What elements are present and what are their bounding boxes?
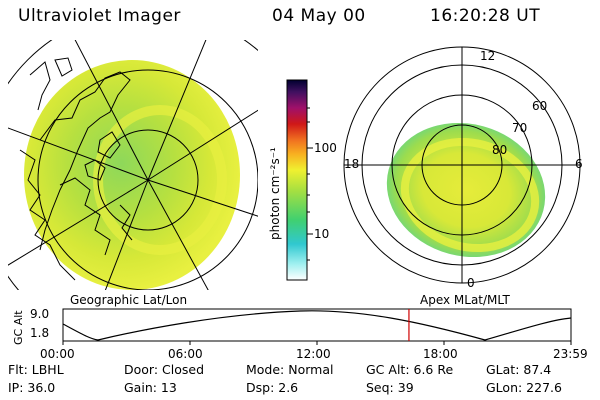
mlat-label-70: 70 [512,121,527,135]
mlat-label-60: 60 [532,99,547,113]
color-bar: 100 10 photon cm⁻²s⁻¹ [268,79,337,281]
colorbar-units-label: photon cm⁻²s⁻¹ [268,147,282,240]
glat-info: GLat: 87.4 [486,362,552,377]
image-time: 16:20:28 UT [430,6,541,26]
mlt-label-12: 12 [480,49,495,63]
timeline-xtick-0000: 00:00 [40,347,75,361]
colorbar-tick-100: 100 [314,141,337,155]
filter-info: Flt: LBHL [8,362,64,377]
seq-info: Seq: 39 [366,380,414,395]
geographic-map [8,40,258,290]
timeline-xtick-2359: 23:59 [553,347,588,361]
timeline-xtick-1200: 12:00 [296,347,331,361]
magnetic-polar-map: 12 18 6 0 60 70 80 [343,46,583,290]
longitude-lines [8,40,258,290]
colorbar-tick-10: 10 [314,227,329,241]
left-panel-label: Geographic Lat/Lon [70,293,187,307]
auroral-oval-bright-band [400,137,540,253]
timeline-ytick-low: 1.8 [30,326,49,340]
timeline-ytick-high: 9.0 [30,307,49,321]
instrument-title: Ultraviolet Imager [18,6,181,26]
right-panel-label: Apex MLat/MLT [420,293,510,307]
timeline-xtick-0600: 06:00 [168,347,203,361]
altitude-curve [62,310,572,341]
timeline-xtick-1800: 18:00 [423,347,458,361]
altitude-timeline: GC Alt 9.0 1.8 00:00 06:00 12:00 18:00 2… [12,307,588,361]
door-info: Door: Closed [124,362,205,377]
mlt-label-18: 18 [344,157,359,171]
gain-info: Gain: 13 [124,380,177,395]
ip-info: IP: 36.0 [8,380,56,395]
timeline-frame [62,308,572,342]
timeline-ylabel: GC Alt [12,310,25,345]
mlt-label-6: 6 [575,157,583,171]
coastline-outlines [19,57,133,281]
mlt-lines [344,47,580,283]
latitude-circles [8,40,258,290]
mlat-label-80: 80 [492,143,507,157]
gc-alt-info: GC Alt: 6.6 Re [366,362,454,377]
color-bar-gradient [286,79,308,281]
glon-info: GLon: 227.6 [486,380,562,395]
mode-info: Mode: Normal [246,362,334,377]
mlt-label-0: 0 [467,276,475,290]
dsp-info: Dsp: 2.6 [246,380,299,395]
image-date: 04 May 00 [272,6,366,26]
auroral-image-left [24,60,240,290]
